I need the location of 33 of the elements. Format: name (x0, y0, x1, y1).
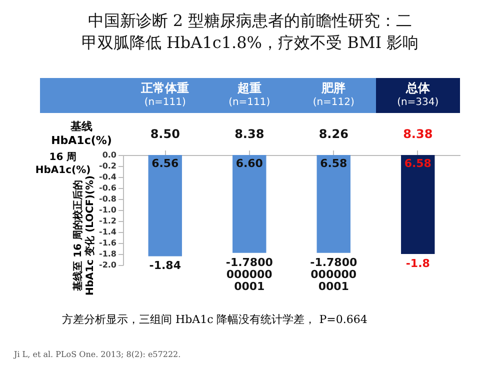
annotation: 6.60 (236, 157, 264, 170)
text: Ji L, et al. PLoS One. 2013; 8(2): e57222. (14, 350, 181, 359)
y-tick-label: -2.0 (99, 260, 117, 270)
annotation: 6.58 (320, 157, 348, 170)
text: 8.38 (234, 126, 266, 143)
data-label: -1.84 (149, 259, 182, 272)
x-tick-label: 肥胖 (n=112) (292, 78, 376, 113)
y-tick-label: -1.2 (99, 216, 116, 226)
chart-title: 中国新诊断 2 型糖尿病患者的前瞻性研究：二甲双胍降低 HbA1c1.8%，疗效不受 BMI 影响 (80, 10, 420, 54)
x-tick-label: 总体 (n=334) (376, 78, 460, 113)
x-tick-label: 超重 (n=111) (207, 78, 292, 113)
y-tick-label: -1.8 (99, 250, 117, 258)
data-label: -1.78000000000001 (226, 256, 274, 293)
data-label: -1.78000000000001 (310, 256, 358, 293)
text: 基线 HbA1c(%) (51, 120, 112, 147)
annotation: 6.56 (152, 157, 180, 170)
text: 8.38 (402, 126, 434, 143)
text: 8.26 (318, 126, 350, 143)
y-tick-label: -1.6 (99, 238, 117, 248)
x-tick-label: 正常体重 (n=111) (123, 78, 208, 113)
y-tick-label: -1.0 (99, 206, 117, 214)
text: 8.50 (149, 126, 181, 143)
text: 16 周 HbA1c(%) (34, 151, 92, 176)
annotation: 6.58 (404, 157, 432, 170)
y-tick-label: 0.0 (102, 150, 117, 160)
y-tick-label: -0.8 (99, 194, 117, 204)
y-axis-title: 基线至 16 周的校正后的 HbA1c 变化 (LOCF)(%) (72, 175, 96, 296)
y-tick-label: -0.6 (99, 184, 117, 192)
y-tick-label: -0.4 (99, 172, 117, 182)
text: 方差分析显示，三组间 HbA1c 降幅没有统计学差， P=0.664 (62, 312, 368, 327)
data-label: -1.8 (406, 257, 430, 270)
y-tick-label: -0.2 (99, 162, 116, 170)
y-tick-label: -1.4 (99, 228, 117, 236)
